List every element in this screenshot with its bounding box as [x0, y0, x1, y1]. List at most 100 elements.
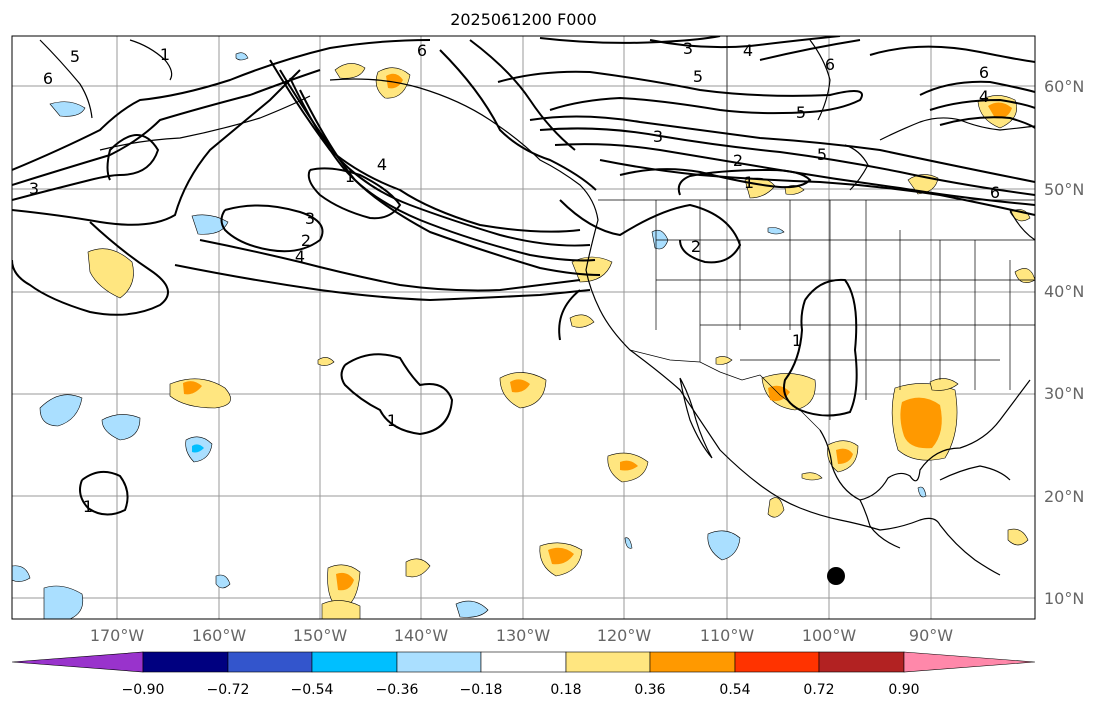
fill-patch [1014, 268, 1035, 283]
contour-label: 3 [653, 127, 663, 146]
contour-label: 6 [990, 183, 1000, 202]
fill-patch [321, 600, 361, 619]
colorbar-segment [142, 651, 229, 673]
colorbar-segment [734, 651, 820, 673]
fill-patch [12, 565, 31, 582]
fill-patch [988, 102, 1012, 119]
contour-label: 1 [387, 411, 397, 430]
colorbar-tick-label: 0.72 [803, 682, 835, 698]
contour-label: 4 [377, 155, 387, 174]
fill-patch [49, 101, 86, 117]
fill-patch [101, 414, 141, 441]
lon-label: 150°W [292, 626, 348, 645]
lon-label: 160°W [191, 626, 247, 645]
lon-label: 140°W [393, 626, 449, 645]
fill-patch [900, 397, 942, 449]
colorbar-tick-label: 0.54 [719, 682, 751, 698]
fill-patch [183, 381, 202, 395]
colorbar-tick-label: −0.36 [375, 682, 419, 698]
lat-label: 10°N [1044, 589, 1085, 608]
colorbar-tick-label: 0.18 [550, 682, 582, 698]
contour-label: 5 [817, 145, 827, 164]
contour-label: 4 [979, 87, 989, 106]
contour-lines [12, 36, 1035, 516]
contour-label: 1 [160, 45, 170, 64]
fill-patch [336, 572, 354, 591]
fill-patch [620, 460, 638, 471]
fill-patch [1007, 528, 1029, 546]
contour-label: 4 [295, 247, 305, 266]
contour-label: 1 [345, 167, 355, 186]
contour-label: 1 [83, 497, 93, 516]
colorbar-segment [11, 651, 144, 673]
fill-patch [917, 486, 927, 498]
fill-patch [87, 248, 134, 299]
colorbar-segment [565, 651, 651, 673]
colorbar-segment [818, 651, 905, 673]
contour-label: 4 [743, 41, 753, 60]
colorbar-segment [227, 651, 313, 673]
contour-label: 1 [744, 173, 754, 192]
fill-patch [767, 497, 785, 518]
colorbar-tick-label: 0.36 [634, 682, 666, 698]
colorbar-segment [396, 651, 482, 673]
contour-label: 6 [825, 55, 835, 74]
fill-patch [334, 63, 366, 79]
contour-label: 6 [417, 41, 427, 60]
lon-label: 120°W [596, 626, 652, 645]
contour-label: 2 [691, 237, 701, 256]
fill-patch [215, 574, 231, 589]
fill-patch [455, 600, 489, 618]
lon-label: 110°W [699, 626, 755, 645]
fill-patch [624, 537, 633, 549]
fill-patch [767, 227, 785, 235]
fill-patch [510, 379, 530, 393]
colorbar-tick-label: −0.72 [206, 682, 250, 698]
lon-label: 130°W [495, 626, 551, 645]
colorbar-tick-label: −0.90 [121, 682, 165, 698]
contour-label: 5 [796, 103, 806, 122]
lon-label: 170°W [89, 626, 145, 645]
lat-label: 40°N [1044, 282, 1085, 301]
colorbar-segment [903, 651, 1036, 673]
lat-label: 20°N [1044, 487, 1085, 506]
fill-patch [836, 448, 853, 464]
fill-patch [801, 472, 823, 481]
colorbar-segment [480, 651, 567, 673]
fill-patch [405, 558, 431, 578]
lon-label: 90°W [908, 626, 954, 645]
fill-patch [192, 444, 204, 453]
map-frame [11, 35, 1036, 620]
anomaly-fills [12, 52, 1035, 619]
lat-label: 30°N [1044, 384, 1085, 403]
fill-patch [191, 214, 229, 235]
colorbar-tick-label: −0.18 [459, 682, 503, 698]
contour-label: 3 [29, 179, 39, 198]
contour-label: 6 [979, 63, 989, 82]
fill-patch [569, 314, 595, 328]
map-title: 2025061200 F000 [450, 10, 597, 29]
fill-patch [929, 378, 959, 391]
fill-patch [386, 73, 403, 89]
contour-label: 2 [301, 231, 311, 250]
fill-patch [39, 394, 83, 427]
contour-label: 3 [305, 209, 315, 228]
lat-label: 60°N [1044, 77, 1085, 96]
lat-label: 50°N [1044, 180, 1085, 199]
fill-patch [43, 585, 84, 619]
contour-label: 2 [733, 151, 743, 170]
contour-label: 6 [43, 69, 53, 88]
colorbar [11, 651, 1036, 673]
fill-patch [715, 356, 733, 365]
contour-label: 3 [683, 39, 693, 58]
fill-patch [548, 547, 574, 565]
gridlines [12, 36, 1035, 619]
contour-label: 5 [70, 47, 80, 66]
colorbar-tick-label: 0.90 [888, 682, 920, 698]
contour-label-group: 5 6 1 6 3 4 5 6 6 4 5 3 2 1 5 6 3 4 1 3 … [29, 39, 1000, 516]
location-marker [827, 567, 845, 585]
contour-label: 1 [792, 331, 802, 350]
colorbar-segment [311, 651, 398, 673]
lon-label: 100°W [801, 626, 857, 645]
